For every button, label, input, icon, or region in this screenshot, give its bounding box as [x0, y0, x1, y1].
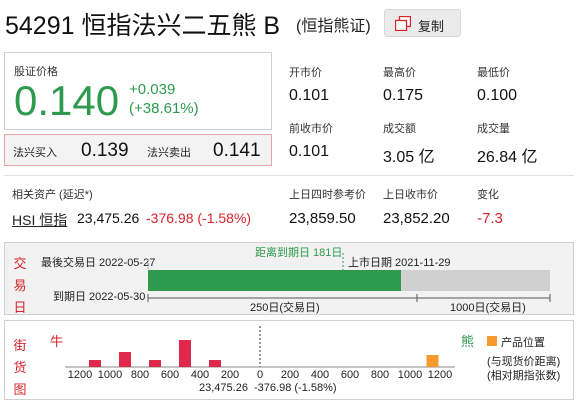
copy-icon	[395, 16, 411, 31]
x-tick-label: 600	[160, 369, 180, 381]
copy-button[interactable]: 复制	[384, 9, 461, 37]
bid-value: 0.139	[81, 140, 129, 161]
bull-label: 牛	[50, 334, 64, 349]
turnover-label: 成交额	[383, 123, 416, 135]
bull-bar	[149, 360, 161, 367]
low-label: 最低价	[477, 67, 510, 79]
x-tick-label: 1000	[97, 369, 123, 381]
ask-value: 0.141	[213, 140, 261, 161]
prev-close-index-value: 23,852.20	[383, 210, 450, 227]
bear-label: 熊	[461, 334, 475, 349]
x-tick-label: 200	[280, 369, 300, 381]
page-title: 54291 恒指法兴二五熊 B	[5, 12, 281, 40]
bid-label: 法兴买入	[13, 147, 57, 159]
street-side-char-3: 图	[13, 382, 27, 397]
side-char-3: 日	[13, 300, 27, 315]
x-tick-label: 1000	[397, 369, 423, 381]
high-label: 最高价	[383, 67, 416, 79]
ref-price-label: 上日四时参考价	[289, 189, 366, 201]
x-tick-label: 200	[220, 369, 240, 381]
change-label: 变化	[477, 189, 499, 201]
legend-note-2: (相对期指张数)	[487, 370, 561, 382]
x-tick-label: 800	[130, 369, 150, 381]
prev-close-value: 0.101	[289, 143, 330, 160]
open-value: 0.101	[289, 87, 330, 104]
low-value: 0.100	[477, 87, 518, 104]
street-side-char-1: 街	[13, 338, 27, 353]
ask-label: 法兴卖出	[147, 147, 191, 159]
x-tick-label: 1200	[67, 369, 93, 381]
elapsed-bar	[148, 270, 401, 291]
underlying-value: 23,475.26	[77, 210, 140, 226]
center-change: -376.98 (-1.58%)	[254, 382, 337, 394]
bull-bar	[119, 352, 131, 367]
expiry-date: 到期日 2022-05-30	[53, 291, 146, 303]
street-side-char-2: 货	[13, 360, 27, 375]
x-tick-label: 400	[190, 369, 210, 381]
side-char-1: 交	[13, 256, 27, 271]
page-subtitle: (恒指熊证)	[296, 18, 371, 35]
x-tick-label: 0	[256, 369, 264, 381]
underlying-change: -376.98 (-1.58%)	[146, 210, 252, 226]
bear-bar	[426, 355, 439, 367]
left-span-label: 250日(交易日)	[250, 302, 320, 314]
right-span-label: 1000日(交易日)	[450, 302, 526, 314]
open-label: 开市价	[289, 67, 322, 79]
turnover-value: 3.05 亿	[383, 149, 435, 166]
copy-button-label: 复制	[418, 19, 445, 34]
street-chart-panel: 街 货 图 牛 熊 产品位置 (与现货价距离) (相对期指张数) 1200 100…	[4, 320, 574, 400]
header: 54291 恒指法兴二五熊 B (恒指熊证) 复制	[0, 0, 578, 44]
street-chart	[65, 326, 455, 368]
price-label: 股证价格	[14, 66, 58, 78]
bid-ask-box: 法兴买入 0.139 法兴卖出 0.141	[4, 134, 272, 166]
bull-bar	[179, 340, 191, 367]
trading-day-panel: 交 易 日 最後交易日 2022-05-27 到期日 2022-05-30 距离…	[4, 242, 574, 315]
prev-close-index-label: 上日收市价	[383, 189, 438, 201]
current-price: 0.140	[14, 77, 120, 124]
bull-bar	[209, 360, 221, 367]
x-tick-label: 1200	[427, 369, 453, 381]
price-change-abs: +0.039	[129, 81, 176, 98]
price-change-pct: (+38.61%)	[129, 100, 199, 117]
legend-note-1: (与现货价距离)	[487, 356, 561, 368]
days-to-expiry: 距离到期日 181日	[255, 247, 343, 259]
change-value: -7.3	[477, 210, 503, 227]
listing-date: 上市日期 2021-11-29	[348, 257, 451, 269]
legend-swatch	[487, 336, 497, 346]
volume-value: 26.84 亿	[477, 149, 538, 166]
x-tick-label: 400	[310, 369, 330, 381]
prev-close-label: 前收市价	[289, 123, 333, 135]
x-tick-label: 800	[370, 369, 390, 381]
high-value: 0.175	[383, 87, 424, 104]
volume-label: 成交量	[477, 123, 510, 135]
trading-day-side-label: 交 易 日	[13, 253, 27, 319]
street-side-label: 街 货 图	[13, 335, 27, 401]
ref-price-value: 23,859.50	[289, 210, 356, 227]
underlying-link[interactable]: HSI 恒指	[12, 212, 68, 228]
x-tick-label: 600	[340, 369, 360, 381]
last-trade-date: 最後交易日 2022-05-27	[41, 257, 156, 269]
price-card: 股证价格 0.140 +0.039 (+38.61%)	[4, 52, 272, 130]
side-char-2: 易	[13, 278, 27, 293]
center-value: 23,475.26	[199, 382, 248, 394]
underlying-label: 相关资产 (延迟*)	[12, 189, 93, 201]
bull-bar	[89, 360, 101, 367]
timeline-bar	[147, 253, 551, 302]
divider	[4, 175, 574, 176]
legend-label: 产品位置	[501, 337, 545, 349]
